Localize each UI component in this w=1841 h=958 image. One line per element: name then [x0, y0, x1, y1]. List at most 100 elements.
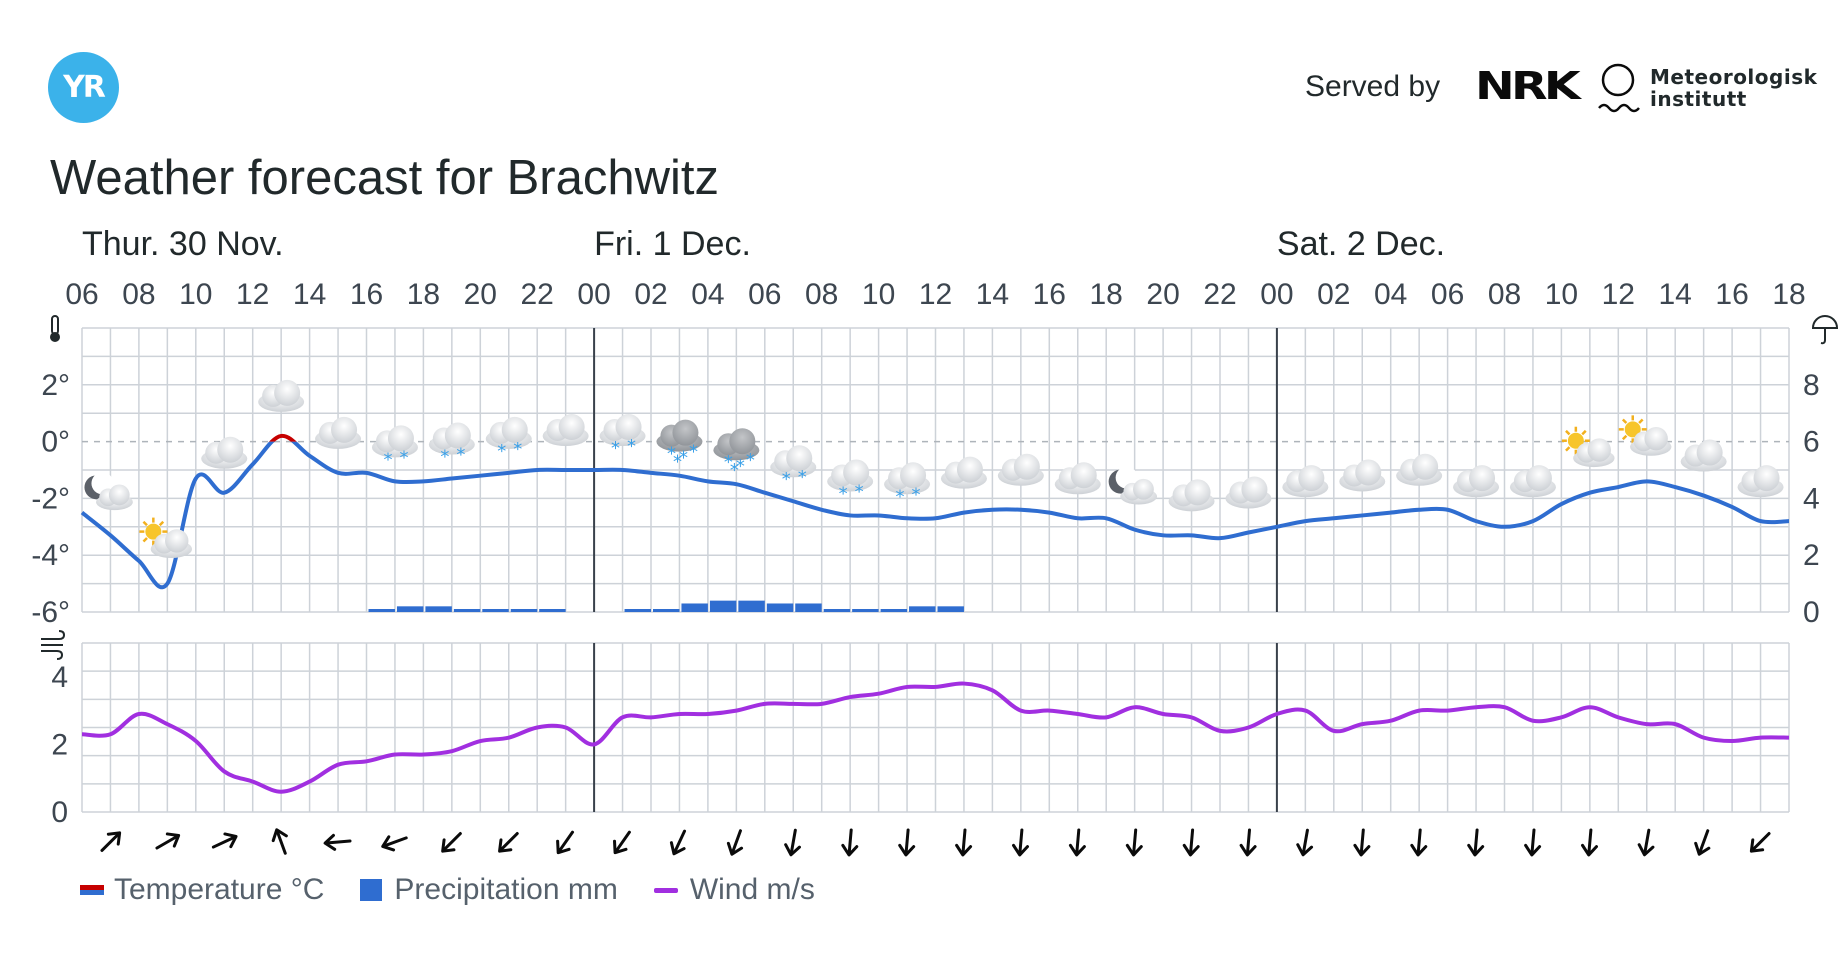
x-tick-label: 00	[577, 278, 610, 311]
precipitation-bar	[624, 609, 651, 612]
precipitation-bar	[909, 606, 936, 612]
thermometer-icon	[50, 315, 60, 342]
precipitation-bar	[880, 609, 908, 612]
precipitation-bar	[425, 606, 452, 612]
wind-arrow-icon	[323, 833, 352, 851]
snowflake-icon: *	[456, 445, 465, 466]
served-by-label: Served by	[1305, 70, 1441, 103]
wind-arrow-icon	[1749, 832, 1771, 853]
wind-swatch	[653, 887, 678, 893]
x-tick-label: 12	[236, 278, 269, 311]
nrk-logo[interactable]: NRK	[1475, 64, 1581, 108]
x-tick-label: 10	[862, 278, 895, 311]
x-tick-label: 08	[1488, 278, 1521, 311]
x-tick-label: 06	[65, 278, 98, 311]
yr-logo[interactable]: YR	[48, 52, 119, 123]
cloudy-icon	[201, 436, 248, 469]
x-tick-label: 04	[691, 278, 724, 311]
x-tick-label: 10	[179, 278, 212, 311]
wind-arrow-icon	[613, 830, 631, 855]
met-line2: institutt	[1650, 87, 1747, 111]
cloudy-icon	[1509, 465, 1556, 498]
x-tick-label: 14	[293, 278, 326, 311]
cloudy-icon	[315, 416, 362, 449]
snow-icon: * * **	[713, 428, 760, 481]
precipitation-bar	[709, 600, 737, 612]
x-tick-label: 18	[1090, 278, 1123, 311]
x-tick-label: 12	[1602, 278, 1635, 311]
wind-line	[81, 681, 1790, 794]
legend-precipitation[interactable]: Precipitation mm	[360, 873, 618, 907]
precipitation-bar	[937, 606, 964, 612]
light-snow-icon: * *	[827, 459, 874, 504]
snowflake-icon: *	[912, 484, 921, 505]
snowflake-icon: *	[440, 447, 449, 468]
y-left-tick-label: 0°	[41, 426, 70, 459]
light-snow-icon: * *	[599, 414, 646, 459]
x-tick-label: 14	[976, 278, 1009, 311]
wind-arrow-icon	[1467, 828, 1485, 857]
x-tick-label: 16	[350, 278, 383, 311]
wind-arrow-icon	[1296, 828, 1314, 857]
x-tick-label: 08	[805, 278, 838, 311]
x-tick-label: 20	[464, 278, 497, 311]
x-tick-label: 04	[1374, 278, 1407, 311]
light-snow-icon: * *	[428, 422, 475, 468]
snowflake-icon: *	[667, 444, 676, 465]
precipitation-bar	[539, 609, 566, 612]
snowflake-icon: *	[497, 441, 506, 462]
cloudy-icon	[1737, 465, 1784, 498]
cloudy-icon	[1282, 465, 1329, 498]
light-snow-icon: * *	[485, 416, 532, 462]
y-left-tick-label: -6°	[31, 596, 70, 629]
met-institute-logo-icon	[1598, 63, 1640, 113]
precipitation-bar	[823, 609, 851, 612]
met-institute-logo[interactable]: Meteorologisk institutt	[1650, 66, 1817, 110]
precipitation-swatch	[360, 879, 383, 901]
partly-cloudy-day-icon	[1618, 415, 1672, 456]
wind-arrow-icon	[211, 832, 238, 849]
wind-arrow-icon	[1637, 828, 1655, 857]
snowflake-icon: *	[673, 452, 682, 473]
x-tick-label: 22	[1203, 278, 1236, 311]
wind-arrow-icon	[556, 830, 575, 855]
cloudy-icon	[1225, 476, 1272, 509]
legend-temperature[interactable]: Temperature °C	[80, 873, 324, 907]
legend-wind[interactable]: Wind m/s	[653, 873, 815, 907]
temperature-line-cold	[80, 441, 1790, 589]
cloudy-icon	[542, 414, 589, 446]
cloudy-icon	[997, 453, 1044, 486]
light-snow-icon: * *	[884, 462, 931, 507]
x-tick-label: 06	[748, 278, 781, 311]
precipitation-bar	[482, 609, 509, 612]
x-tick-label: 10	[1545, 278, 1578, 311]
wind-arrow-icon	[381, 835, 408, 852]
partly-cloudy-day-icon	[1561, 426, 1615, 468]
snowflake-icon: *	[736, 456, 745, 477]
wind-arrow-icon	[726, 829, 744, 856]
partly-cloudy-day-icon	[139, 517, 193, 558]
cloudy-icon	[1339, 459, 1386, 492]
snowflake-icon: *	[627, 436, 636, 457]
wind-icon	[41, 630, 66, 660]
legend-temperature-label: Temperature °C	[114, 873, 325, 906]
precipitation-bar	[795, 603, 822, 612]
wind-arrow-icon	[784, 828, 801, 857]
cloudy-icon	[1168, 479, 1215, 512]
cloudy-icon	[940, 456, 987, 489]
cloudy-icon	[258, 379, 305, 412]
snowflake-icon: *	[611, 438, 620, 459]
x-tick-label: 08	[122, 278, 155, 311]
snowflake-icon: *	[679, 448, 688, 469]
x-tick-label: 22	[521, 278, 554, 311]
precipitation-bar	[653, 609, 680, 612]
wind-arrow-icon	[100, 831, 122, 852]
precipitation-bar	[368, 609, 395, 612]
wind-arrow-icon	[441, 832, 462, 853]
precipitation-bar	[396, 606, 424, 612]
wind-arrow-icon	[898, 828, 916, 857]
umbrella-icon	[1811, 315, 1839, 345]
wind-arrow-icon	[498, 832, 519, 853]
y-wind-tick-label: 2	[51, 728, 68, 761]
